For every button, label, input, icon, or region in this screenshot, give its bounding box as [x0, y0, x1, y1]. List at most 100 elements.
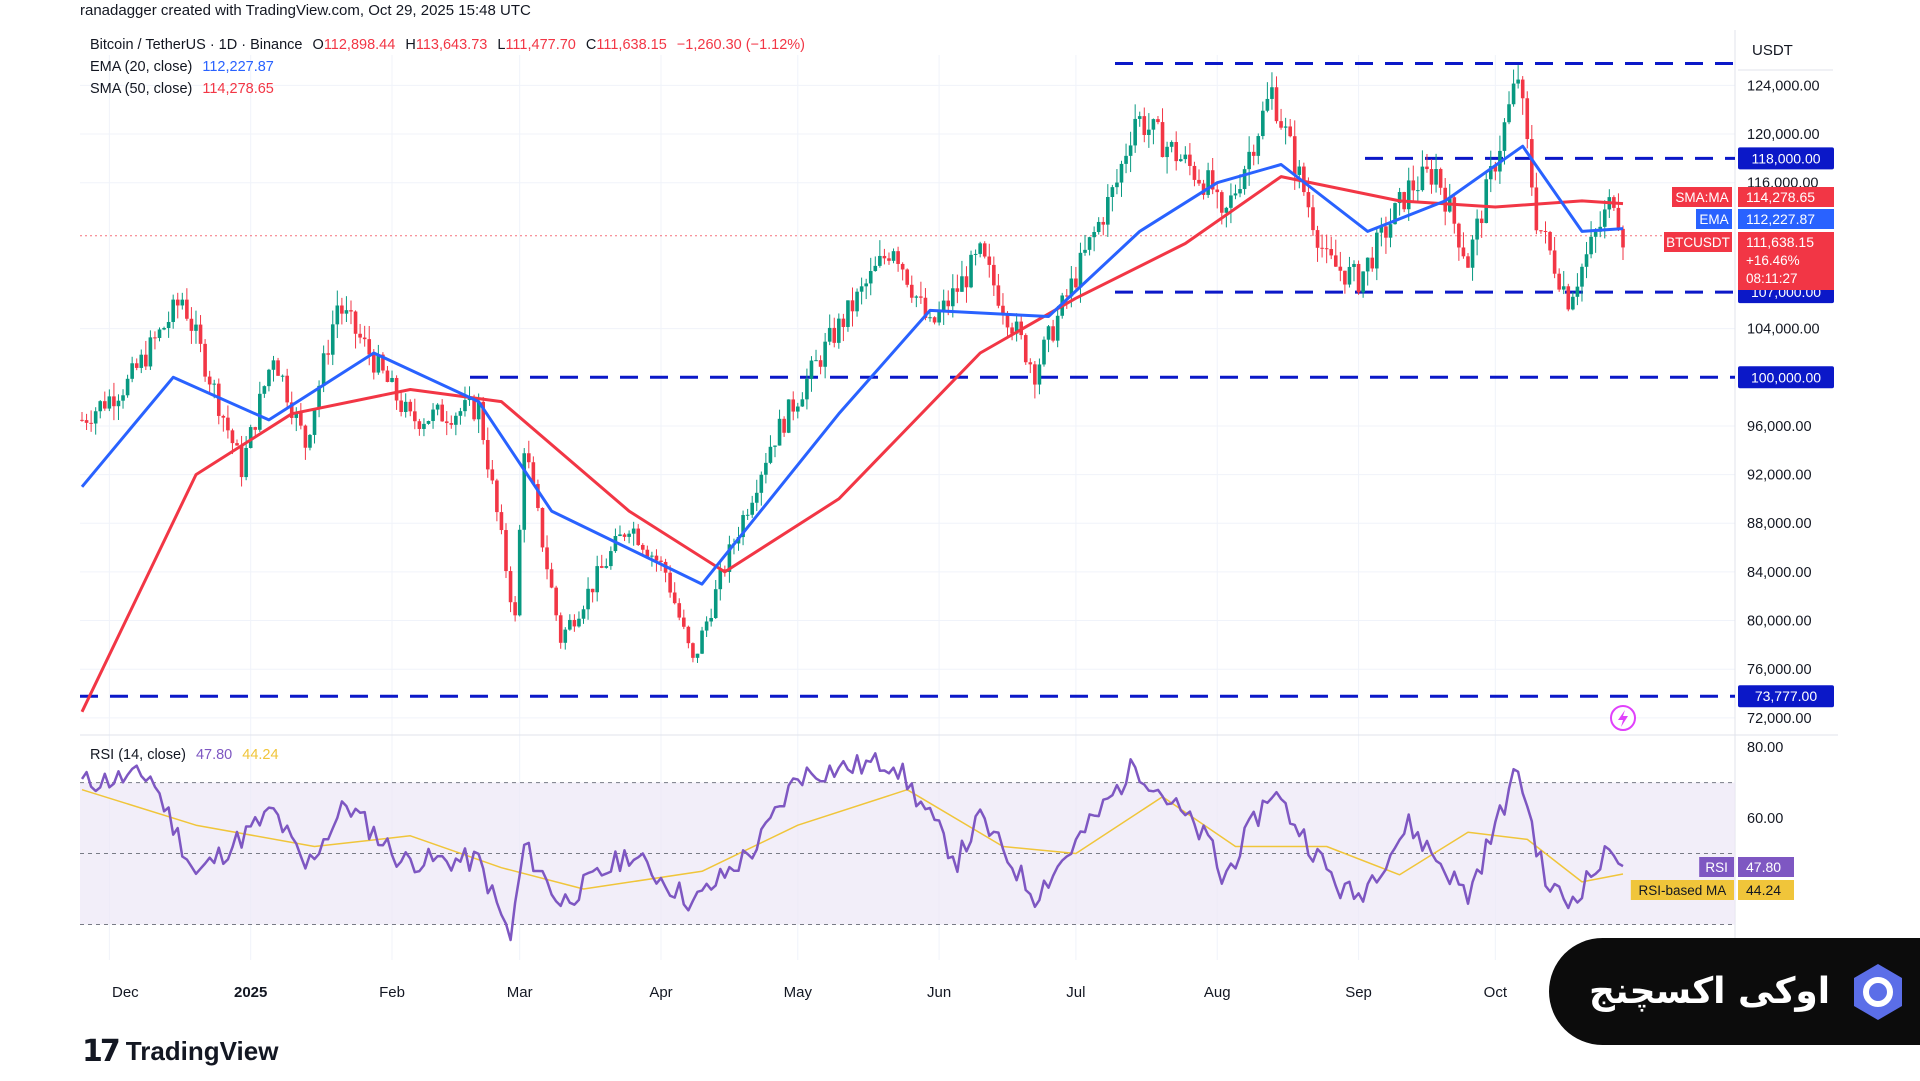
candle-body	[175, 299, 180, 306]
candle-body	[704, 621, 709, 631]
candle-body	[476, 401, 481, 420]
candle-body	[317, 385, 321, 410]
candle-body	[335, 305, 340, 325]
candle-body	[946, 300, 951, 307]
candle-body	[1133, 118, 1137, 146]
candle-body	[1201, 183, 1206, 195]
price-axis-label: 88,000.00	[1747, 516, 1812, 532]
candle-body	[645, 549, 650, 557]
candle-body	[609, 551, 613, 567]
candle-body	[1429, 169, 1434, 185]
candle-body	[1571, 296, 1575, 310]
tradingview-logo[interactable]: 17 TradingView	[82, 1034, 278, 1069]
candle-body	[1548, 232, 1552, 251]
candle-body	[1557, 273, 1561, 290]
candle-body	[905, 269, 910, 285]
candle-body	[969, 254, 973, 288]
candle-body	[1347, 266, 1352, 285]
candle-body	[987, 256, 992, 265]
candle-body	[353, 311, 358, 334]
moving-average-lines	[80, 144, 1624, 713]
candle-body	[171, 299, 175, 322]
candle-body	[344, 310, 349, 314]
candle-body	[495, 480, 499, 513]
candle-body	[248, 427, 253, 448]
candle-body	[499, 512, 504, 531]
symbol-title: Bitcoin / TetherUS · 1D · Binance	[90, 37, 303, 53]
candle-body	[358, 333, 362, 338]
candle-body	[1124, 155, 1128, 164]
ema-legend[interactable]: EMA (20, close) 112,227.87	[90, 59, 280, 75]
candle-body	[289, 402, 294, 418]
price-axis-label: 120,000.00	[1747, 127, 1820, 143]
brand-name: اوکی اکسچنج	[1589, 971, 1831, 1012]
candle-body	[604, 566, 609, 568]
candle-body	[226, 417, 230, 431]
candle-body	[349, 310, 353, 312]
candle-body	[777, 418, 782, 446]
candle-body	[618, 534, 622, 537]
candle-body	[1361, 271, 1365, 293]
candle-body	[1324, 248, 1329, 250]
candle-body	[1188, 154, 1192, 166]
candle-body	[887, 258, 891, 261]
candle-body	[326, 353, 330, 355]
candle-body	[650, 555, 654, 557]
candle-body	[112, 396, 116, 407]
candle-body	[531, 462, 536, 485]
candle-body	[577, 618, 581, 627]
candle-body	[1251, 151, 1256, 156]
candle-body	[572, 619, 577, 627]
okex-brand-banner: اوکی اکسچنج	[1549, 938, 1920, 1045]
candle-body	[1083, 249, 1087, 253]
candle-body	[490, 469, 495, 481]
candle-body	[162, 328, 166, 330]
time-axis: Dec 2025 Feb Mar Apr May Jun Jul Aug Sep Oct	[112, 984, 1508, 1001]
candle-body	[795, 406, 800, 412]
candle-body	[1393, 203, 1397, 225]
candle-body	[599, 566, 604, 568]
candle-body	[1315, 230, 1320, 248]
candle-body	[116, 400, 121, 407]
candles	[80, 65, 1625, 663]
candle-body	[868, 271, 873, 284]
candle-body	[1311, 207, 1315, 231]
candle-body	[102, 401, 107, 409]
candle-body	[1397, 192, 1402, 204]
candle-body	[1051, 326, 1055, 341]
low-value: 111,477.70	[505, 37, 576, 53]
brand-logo-icon	[1854, 963, 1903, 1020]
candle-body	[1119, 163, 1124, 183]
change-value: −1,260.30 (−1.12%)	[676, 37, 806, 53]
open-label: O	[312, 37, 324, 53]
candle-body	[271, 360, 276, 370]
candle-body	[1215, 189, 1220, 193]
candle-body	[1156, 119, 1160, 123]
rsi-axis-label: 60.00	[1747, 811, 1783, 827]
candle-body	[1302, 166, 1306, 193]
candle-body	[1078, 252, 1083, 288]
candle-body	[900, 263, 905, 270]
candle-body	[1238, 189, 1242, 194]
sma-legend[interactable]: SMA (50, close) 114,278.65	[90, 81, 280, 97]
candle-body	[1069, 278, 1074, 297]
candle-body	[1370, 257, 1375, 269]
candle-body	[1001, 305, 1005, 315]
candle-body	[1210, 170, 1215, 190]
candle-body	[864, 283, 868, 287]
candle-body	[1507, 104, 1511, 123]
candle-body	[568, 619, 572, 630]
candle-body	[1379, 226, 1384, 233]
candle-body	[504, 530, 508, 572]
candle-body	[157, 329, 162, 338]
candle-body	[841, 318, 846, 327]
candle-body	[937, 311, 941, 323]
candle-body	[846, 300, 850, 327]
rsi-legend[interactable]: RSI (14, close) 47.80 44.24	[90, 747, 285, 763]
candle-body	[932, 317, 937, 323]
candle-body	[449, 423, 454, 425]
candle-body	[1279, 121, 1283, 128]
level-tag	[1738, 366, 1834, 389]
candle-body	[545, 547, 549, 570]
